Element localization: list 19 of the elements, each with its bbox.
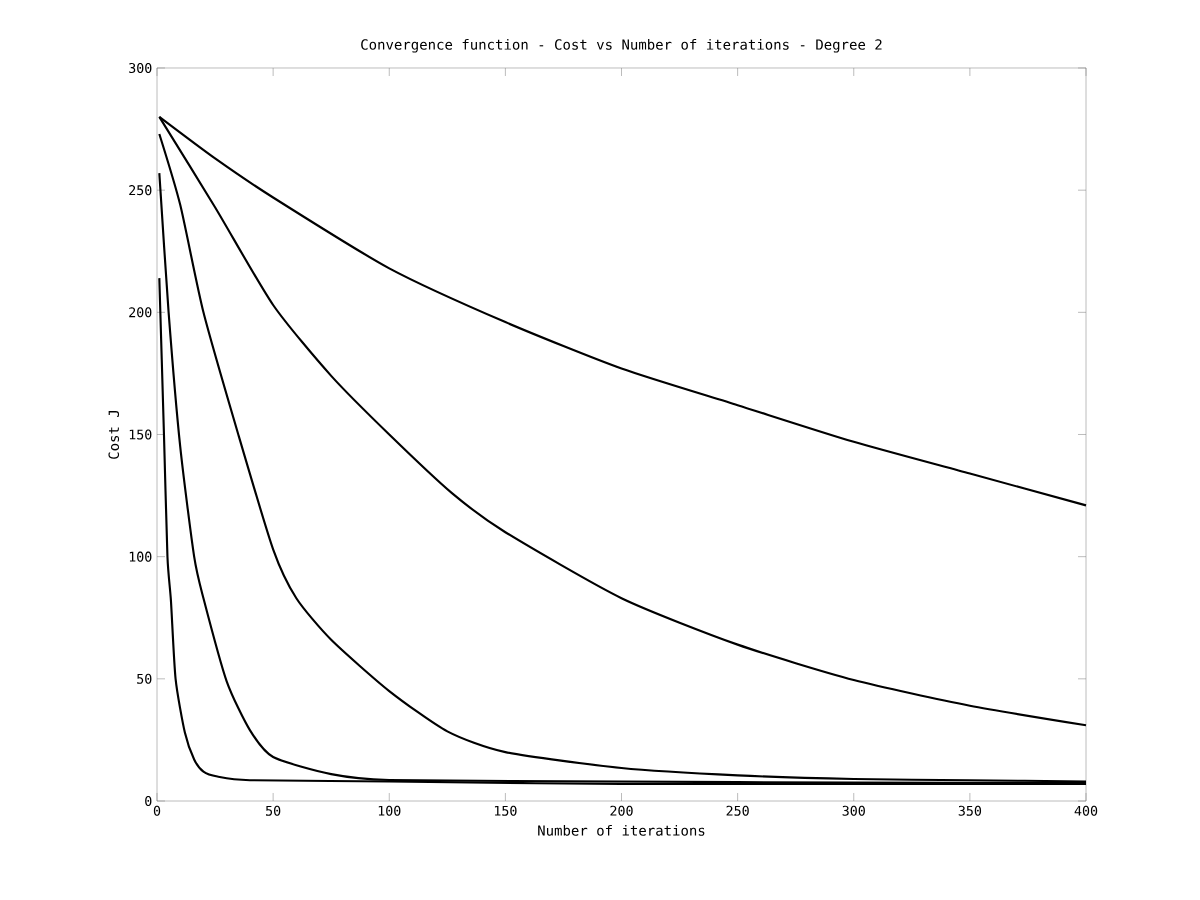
chart-title: Convergence function - Cost vs Number of iterations - Degree 2 xyxy=(361,38,882,53)
y-tick-label: 300 xyxy=(129,62,152,74)
x-tick-label: 250 xyxy=(726,805,749,816)
x-tick-label: 350 xyxy=(958,805,982,816)
x-axis-title: Number of iterations xyxy=(538,824,705,836)
y-tick-label: 50 xyxy=(137,673,152,684)
x-tick-label: 100 xyxy=(378,805,401,816)
y-tick-label: 250 xyxy=(129,185,152,196)
x-tick-label: 300 xyxy=(842,805,865,816)
y-tick-label: 0 xyxy=(145,795,152,807)
x-tick-label: 0 xyxy=(153,805,161,816)
y-tick-label: 150 xyxy=(129,429,152,440)
y-axis-title: Cost J xyxy=(108,411,120,459)
x-tick-label: 400 xyxy=(1074,805,1098,816)
x-tick-label: 150 xyxy=(494,805,517,816)
y-tick-label: 100 xyxy=(129,551,152,562)
x-tick-label: 200 xyxy=(610,805,633,816)
x-tick-label: 50 xyxy=(266,805,281,816)
y-tick-label: 200 xyxy=(129,307,152,318)
